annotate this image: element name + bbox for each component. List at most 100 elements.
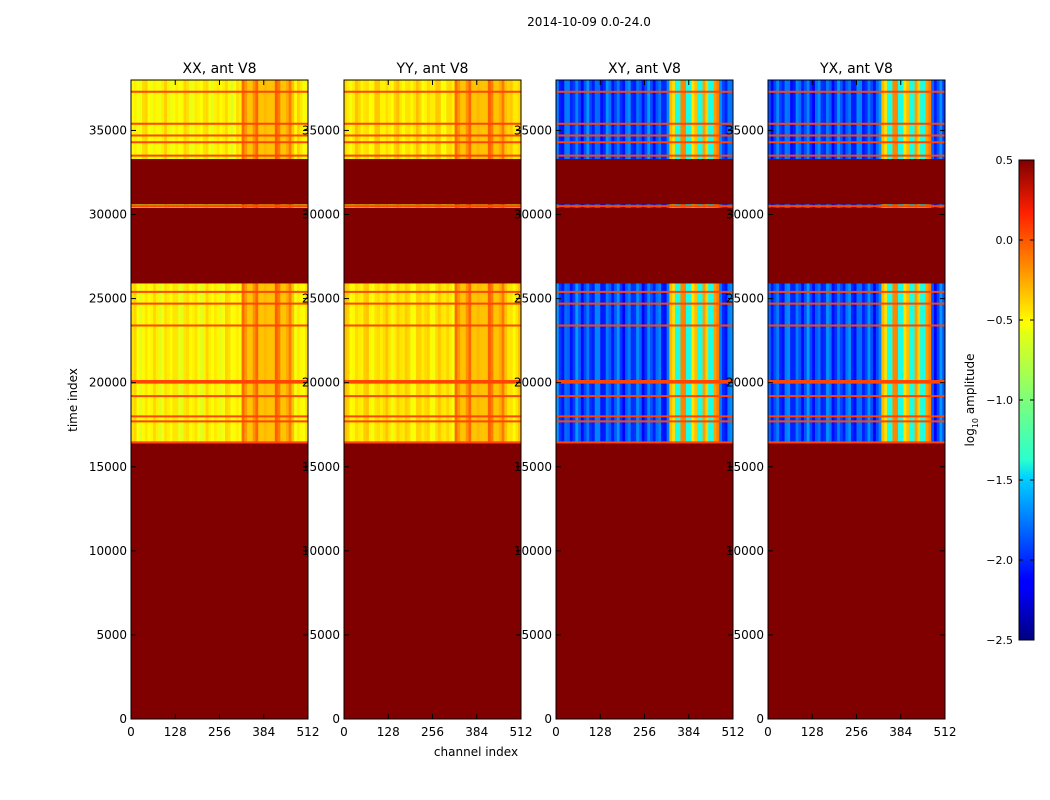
y-tick-label: 35000: [89, 123, 127, 137]
heat-cell: [826, 80, 830, 160]
heat-cell: [638, 283, 643, 444]
y-tick-label: 0: [332, 712, 340, 726]
heat-cell: [839, 283, 844, 444]
heat-cell: [939, 80, 943, 160]
heat-cell: [191, 80, 196, 160]
heat-cell: [465, 283, 469, 444]
heat-cell: [572, 80, 576, 160]
heat-cell: [299, 283, 303, 444]
heat-cell: [180, 80, 184, 160]
heat-cell: [936, 80, 940, 160]
x-axis-label: channel index: [434, 745, 518, 759]
heat-cell: [922, 80, 927, 160]
heat-cell: [567, 283, 571, 444]
y-tick-label: 0: [756, 712, 764, 726]
heat-cell: [158, 283, 162, 444]
heat-cell: [194, 80, 198, 160]
heat-cell: [244, 80, 248, 160]
heat-cell: [197, 80, 201, 160]
y-axis-label: time index: [66, 368, 80, 432]
heat-cell: [820, 80, 824, 160]
y-tick-label: 25000: [302, 292, 340, 306]
heat-cell: [674, 283, 679, 444]
heat-cell: [421, 283, 425, 444]
heat-cell: [438, 80, 442, 160]
heat-cell: [768, 283, 772, 444]
heat-cell: [291, 283, 295, 444]
heat-cell: [186, 80, 190, 160]
heat-cell: [647, 283, 651, 444]
heat-cell: [820, 283, 824, 444]
heat-cell: [144, 283, 148, 444]
heat-cell: [225, 80, 229, 160]
heat-cell: [856, 80, 860, 160]
heat-cell: [770, 80, 774, 160]
heat-cell: [424, 80, 428, 160]
heat-cell: [227, 283, 231, 444]
heat-cell: [136, 283, 140, 444]
heat-cell: [382, 80, 386, 160]
y-tick-label: 15000: [302, 460, 340, 474]
panel-title: XX, ant V8: [183, 61, 257, 77]
heat-cell: [911, 283, 915, 444]
heat-cell: [236, 283, 240, 444]
heat-cell: [413, 283, 417, 444]
heat-cell: [589, 80, 593, 160]
heat-cell: [178, 283, 182, 444]
y-tick-label: 20000: [514, 376, 552, 390]
heat-cell: [906, 80, 910, 160]
heat-cell: [493, 283, 497, 444]
heat-cell: [708, 80, 712, 160]
heat-cell: [708, 283, 712, 444]
heat-cell: [139, 283, 143, 444]
heat-cell: [296, 80, 301, 160]
heat-cell: [269, 80, 273, 160]
heat-cell: [429, 80, 433, 160]
panel-image: [131, 80, 308, 719]
heat-cell: [809, 283, 813, 444]
heat-cell: [208, 283, 212, 444]
heat-cell: [476, 283, 480, 444]
heat-cell: [202, 283, 207, 444]
heat-cell: [578, 80, 582, 160]
heat-cell: [352, 80, 356, 160]
heat-cell: [928, 283, 932, 444]
heat-cell: [886, 80, 891, 160]
y-tick-label: 15000: [514, 460, 552, 474]
heat-cell: [225, 283, 229, 444]
heat-cell: [790, 283, 794, 444]
y-tick-label: 30000: [726, 208, 764, 222]
heat-cell: [580, 80, 585, 160]
heat-cell: [496, 80, 500, 160]
heat-cell: [608, 283, 612, 444]
heat-cell: [867, 80, 871, 160]
heat-cell: [471, 283, 475, 444]
heat-cell: [371, 80, 375, 160]
heat-cell: [415, 80, 420, 160]
heat-cell: [255, 283, 259, 444]
heat-cell: [366, 283, 370, 444]
heat-cell: [410, 80, 414, 160]
heat-cell: [721, 80, 726, 160]
heat-cell: [272, 80, 276, 160]
heat-cell: [402, 80, 406, 160]
heat-cell: [280, 80, 284, 160]
heat-cell: [569, 80, 573, 160]
heat-cell: [878, 283, 882, 444]
heat-cell: [608, 80, 612, 160]
heat-cell: [158, 80, 162, 160]
heat-cell: [355, 283, 359, 444]
heat-cell: [933, 80, 938, 160]
heat-cell: [803, 80, 808, 160]
heat-cell: [440, 80, 444, 160]
heat-cell: [213, 80, 218, 160]
heat-cell: [222, 80, 226, 160]
heat-cell: [277, 80, 281, 160]
panel-3: YX, ant V8 0 128 256 384 512 0 5000 10000 15000 20…: [726, 61, 957, 739]
heat-cell: [730, 283, 733, 444]
heat-cell: [875, 80, 880, 160]
panel-1: YY, ant V8 0 128 256 384 512 0 5000 10000 15000 20…: [302, 61, 533, 739]
heat-cell: [465, 80, 469, 160]
heat-cell: [897, 80, 902, 160]
heat-cell: [501, 80, 505, 160]
